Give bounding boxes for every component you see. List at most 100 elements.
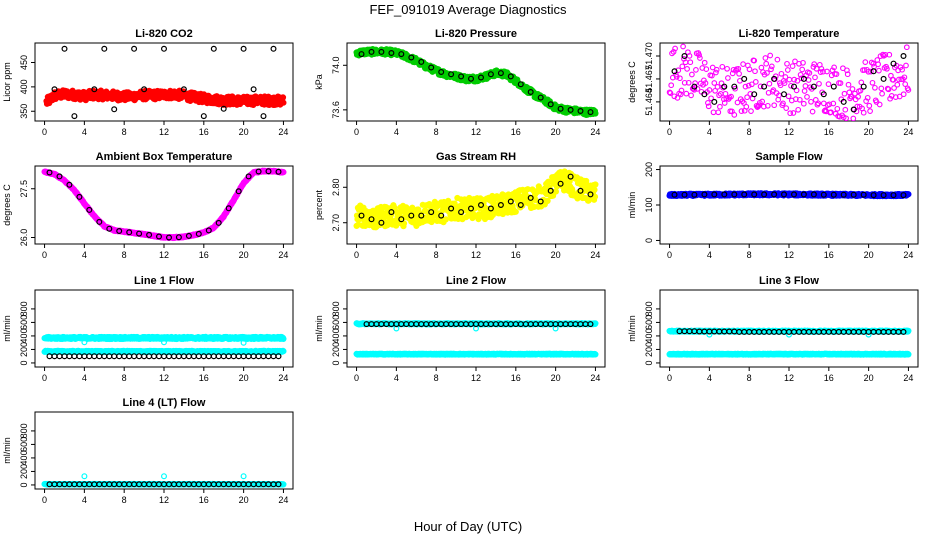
data-point: [205, 227, 212, 234]
x-tick-label: 0: [42, 373, 47, 383]
data-point: [279, 94, 287, 101]
data-point: [862, 59, 869, 65]
data-point: [468, 75, 475, 82]
data-point: [721, 191, 728, 198]
data-point: [448, 71, 455, 78]
data-point: [681, 79, 688, 86]
data-point: [711, 98, 718, 105]
x-tick-label: 8: [434, 373, 439, 383]
data-point: [890, 192, 897, 199]
data-point: [517, 202, 524, 209]
data-point: [762, 55, 769, 61]
data-point: [685, 79, 692, 86]
data-point: [884, 85, 891, 92]
data-point: [876, 101, 883, 108]
data-point: [810, 83, 817, 90]
data-point: [751, 91, 758, 98]
data-point: [235, 188, 242, 195]
data-point: [438, 212, 445, 219]
data-point: [801, 88, 808, 94]
data-point: [126, 229, 133, 236]
data-point: [721, 83, 728, 90]
data-point: [537, 198, 544, 205]
x-tick-label: 8: [122, 127, 127, 137]
x-tick-label: 0: [354, 127, 359, 137]
y-tick-label: 200: [331, 342, 341, 357]
data-point: [843, 115, 849, 121]
data-point: [771, 75, 778, 82]
x-tick-label: 0: [354, 250, 359, 260]
data-point: [792, 58, 798, 65]
data-point: [215, 219, 222, 226]
data-point: [761, 191, 768, 198]
y-axis-label: ml/min: [314, 315, 324, 342]
y-axis-label: ml/min: [2, 315, 12, 342]
data-point: [711, 80, 718, 86]
y-tick-label: 400: [331, 328, 341, 343]
data-point: [458, 209, 465, 216]
data-point: [868, 68, 874, 75]
data-point: [66, 181, 73, 188]
y-axis-label: kPa: [314, 74, 324, 90]
data-point: [905, 87, 912, 93]
data-point: [896, 93, 903, 100]
data-point: [195, 230, 202, 237]
data-point: [752, 79, 759, 85]
data-point: [448, 205, 455, 212]
data-point: [557, 180, 564, 187]
data-point: [225, 205, 232, 212]
data-point: [818, 65, 825, 72]
x-tick-label: 12: [471, 127, 481, 137]
data-point: [260, 113, 267, 120]
data-point: [722, 90, 729, 97]
data-point: [752, 68, 758, 75]
data-point: [668, 82, 675, 89]
data-point: [875, 61, 881, 68]
data-point: [527, 88, 534, 95]
data-point: [770, 87, 777, 93]
x-tick-label: 24: [903, 250, 913, 260]
y-axis-label: Licor ppm: [2, 62, 12, 102]
data-point: [81, 339, 88, 346]
data-point: [497, 202, 504, 209]
data-point: [678, 87, 685, 94]
data-point: [867, 108, 873, 114]
data-point: [866, 102, 873, 109]
data-point: [849, 86, 856, 92]
data-point: [691, 86, 698, 93]
series-2: [358, 173, 594, 226]
data-point: [824, 68, 830, 75]
data-point: [858, 79, 865, 86]
data-point: [860, 83, 867, 90]
data-point: [886, 51, 893, 58]
data-point: [388, 49, 395, 56]
data-point: [677, 91, 684, 98]
x-tick-label: 8: [122, 373, 127, 383]
data-point: [220, 105, 227, 112]
data-point: [781, 80, 788, 86]
data-point: [869, 79, 876, 86]
data-point: [746, 66, 753, 73]
data-point: [712, 87, 718, 94]
data-point: [368, 216, 375, 223]
data-point: [800, 75, 807, 82]
data-point: [713, 66, 720, 73]
data-point: [804, 94, 810, 100]
y-tick-label: 400: [19, 328, 29, 343]
data-point: [703, 66, 710, 72]
y-tick-label: 73.6: [331, 101, 341, 119]
panel-title: Ambient Box Temperature: [96, 151, 233, 163]
data-point: [811, 61, 818, 67]
x-tick-label: 4: [82, 127, 87, 137]
data-point: [900, 192, 907, 199]
plot-frame: [659, 165, 919, 245]
data-point: [270, 45, 277, 52]
data-point: [731, 83, 738, 90]
data-point: [729, 70, 736, 77]
data-point: [842, 106, 849, 113]
x-tick-label: 12: [471, 373, 481, 383]
plot-area: [353, 168, 599, 231]
data-point: [701, 91, 708, 98]
